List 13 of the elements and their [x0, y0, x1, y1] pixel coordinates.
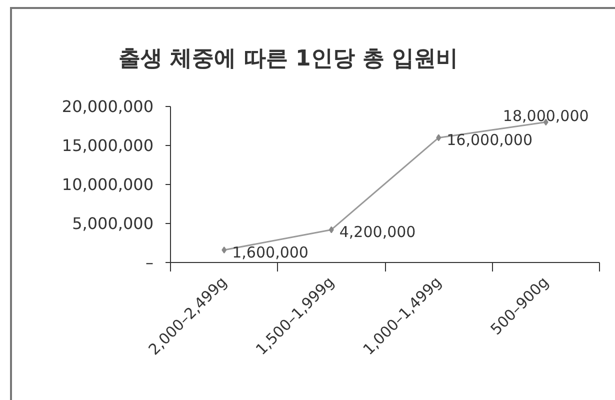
- y-tick-label: 20,000,000: [62, 97, 154, 116]
- chart-title: 출생 체중에 따른 1인당 총 입원비: [118, 46, 458, 72]
- y-tick-label: –: [146, 253, 154, 272]
- data-label: 1,600,000: [232, 244, 308, 262]
- data-label: 4,200,000: [339, 223, 416, 242]
- y-tick-label: 10,000,000: [62, 175, 154, 194]
- data-label: 18,000,000: [502, 107, 589, 126]
- data-label: 16,000,000: [446, 131, 533, 150]
- point: [436, 134, 442, 142]
- y-tick-label: 5,000,000: [72, 214, 154, 233]
- y-tick-label: 15,000,000: [62, 136, 154, 155]
- point: [328, 226, 334, 234]
- point: [222, 246, 227, 254]
